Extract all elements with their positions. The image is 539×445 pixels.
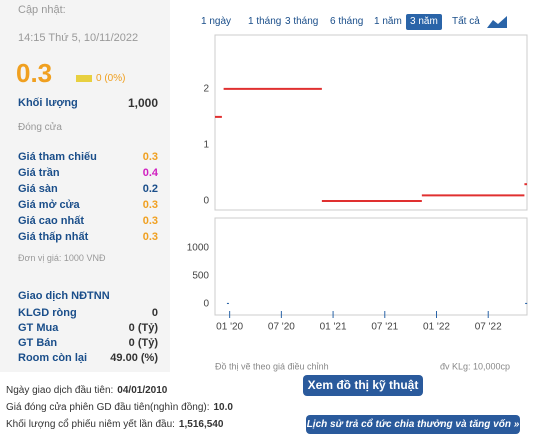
range-tab[interactable]: 1 ngày: [201, 16, 232, 27]
volume-label: Khối lượng: [18, 97, 78, 109]
y-tick-label: 0: [203, 196, 209, 207]
footer-value: 04/01/2010: [117, 385, 168, 396]
price-label: Giá sàn: [18, 183, 58, 195]
x-tick-label: 01 '20: [216, 322, 243, 333]
volume-bar: [525, 302, 528, 305]
foreign-value: 0 (Tỷ): [128, 322, 158, 334]
foreign-value: 0: [151, 307, 158, 319]
range-tab[interactable]: Tất cả: [452, 16, 480, 27]
footer-label: Khối lượng cổ phiếu niêm yết lần đầu:: [6, 419, 175, 430]
y-tick-label: 2: [203, 83, 209, 94]
close-label: Đóng cửa: [18, 122, 62, 133]
footer-line: Giá đóng cửa phiên GD đầu tiên(nghìn đồn…: [6, 402, 233, 413]
price-label: Giá thấp nhất: [18, 231, 89, 243]
price-label: Giá tham chiếu: [18, 151, 97, 163]
volume-frame: [214, 217, 528, 316]
change: 0 (0%): [96, 73, 126, 84]
footer-line: Khối lượng cổ phiếu niêm yết lần đầu: 1,5…: [6, 419, 223, 430]
price-value: 0.3: [142, 231, 158, 243]
footer-label: Ngày giao dịch đầu tiên:: [6, 385, 114, 396]
chart-icon[interactable]: [486, 15, 510, 29]
price-value: 0.3: [142, 151, 158, 163]
change-bar: [76, 75, 92, 82]
footer-label: Giá đóng cửa phiên GD đầu tiên(nghìn đồn…: [6, 402, 210, 413]
price-label: Giá mở cửa: [18, 199, 80, 211]
price-label: Giá cao nhất: [18, 215, 85, 227]
price-frame: [214, 34, 528, 211]
range-tab[interactable]: 1 tháng: [248, 16, 282, 27]
price: 0.3: [16, 58, 53, 88]
dividend-button[interactable]: Lịch sử trả cổ tức chia thưởng và tăng v…: [306, 415, 520, 434]
price-value: 0.3: [142, 215, 158, 227]
footer-line: Ngày giao dịch đầu tiên: 04/01/2010: [6, 385, 167, 396]
price-value: 0.3: [142, 199, 158, 211]
x-tick-label: 01 '22: [423, 322, 450, 333]
range-tab[interactable]: 6 tháng: [330, 16, 364, 27]
foreign-label: Room còn lại: [18, 352, 88, 364]
chart-note: Đồ thị vẽ theo giá điều chỉnh: [215, 361, 329, 371]
unit-note: Đơn vị giá: 1000 VNĐ: [18, 253, 106, 263]
technical-button[interactable]: Xem đồ thị kỹ thuật: [303, 375, 423, 396]
updated-time: 14:15 Thứ 5, 10/11/2022: [18, 32, 139, 44]
foreign-label: KLGD ròng: [18, 307, 77, 319]
footer-value: 10.0: [213, 402, 233, 413]
volume-bar: [226, 302, 229, 305]
volume-tick-label: 1000: [187, 243, 210, 254]
range-tab[interactable]: 1 năm: [374, 16, 402, 27]
range-tab[interactable]: 3 năm: [406, 14, 442, 30]
price-value: 0.2: [142, 183, 158, 195]
x-tick-label: 07 '21: [371, 322, 398, 333]
updated-label: Cập nhật:: [18, 4, 66, 16]
price-label: Giá trần: [18, 167, 60, 179]
y-tick-label: 1: [203, 140, 209, 151]
range-tab[interactable]: 3 tháng: [285, 16, 319, 27]
foreign-label: GT Bán: [18, 337, 58, 349]
volume-tick-label: 500: [192, 271, 209, 282]
foreign-value: 49.00 (%): [110, 352, 158, 364]
price-value: 0.4: [142, 167, 158, 179]
footer-value: 1,516,540: [178, 419, 224, 430]
foreign-label: GT Mua: [18, 322, 59, 334]
foreign-value: 0 (Tỷ): [128, 337, 158, 349]
summary-panel: Cập nhật: 14:15 Thứ 5, 10/11/2022 0.3 0 …: [0, 0, 170, 372]
x-tick-label: 07 '22: [475, 322, 502, 333]
volume-value: 1,000: [127, 96, 158, 110]
x-tick-label: 01 '21: [320, 322, 347, 333]
volume-tick-label: 0: [203, 299, 209, 310]
volume-unit: đv KLg: 10,000cp: [440, 361, 510, 371]
x-tick-label: 07 '20: [268, 322, 295, 333]
foreign-title: Giao dịch NĐTNN: [18, 290, 110, 302]
